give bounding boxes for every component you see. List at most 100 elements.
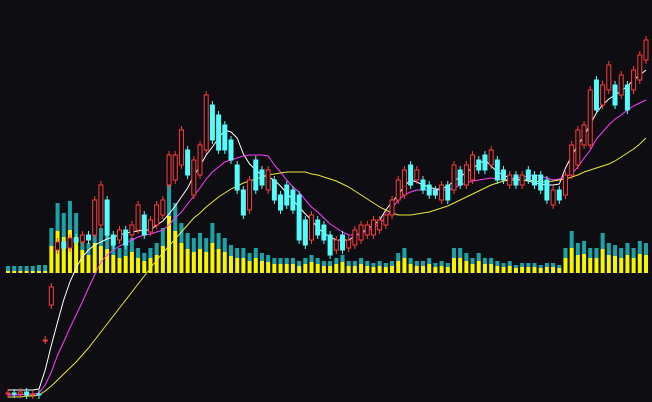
candle-body [123, 229, 129, 246]
volume-bar [6, 266, 10, 271]
candle-body [17, 391, 23, 395]
volume-bar [433, 263, 438, 267]
volume-bar [204, 238, 209, 252]
volume-bar [520, 263, 525, 267]
volume-bar [644, 243, 648, 255]
candle-body [197, 144, 203, 176]
candle-body [352, 229, 358, 246]
volume-bar [222, 252, 227, 273]
volume-bar [36, 271, 41, 273]
candle-body [482, 154, 488, 171]
volume-bar [160, 246, 165, 273]
candle-body [247, 179, 253, 211]
volume-bar [117, 248, 122, 258]
volume-bar [309, 255, 314, 262]
candle-body [426, 184, 432, 196]
volume-bar [6, 271, 10, 273]
volume-bar [309, 262, 314, 273]
volume-bar [501, 267, 506, 273]
candle-body [309, 214, 315, 241]
volume-bar [377, 266, 382, 273]
volume-bar [340, 255, 345, 262]
candle-body [432, 189, 438, 196]
candle-body [538, 174, 544, 191]
volume-bar [489, 264, 494, 273]
volume-bar [575, 255, 580, 273]
volume-bar [222, 238, 227, 252]
candle-body [457, 169, 463, 186]
volume-bar [439, 266, 444, 273]
volume-bar [30, 271, 35, 273]
volume-bar [359, 264, 364, 273]
candle-body [240, 189, 246, 216]
volume-bar [383, 267, 388, 273]
volume-bar [520, 267, 525, 273]
candle-body [346, 239, 352, 249]
volume-bar [482, 264, 487, 273]
candle-body [333, 239, 339, 251]
volume-bar [185, 233, 190, 249]
volume-bar [352, 266, 357, 273]
candle-body [86, 234, 92, 241]
volume-bar [439, 261, 444, 266]
candle-body [67, 237, 73, 249]
volume-bar [284, 258, 289, 264]
candle-body [575, 129, 581, 166]
volume-bar [241, 248, 246, 258]
volume-bar [61, 237, 66, 273]
candle-body [600, 84, 606, 106]
candle-body [606, 64, 612, 91]
volume-bar [383, 263, 388, 267]
volume-bar [532, 263, 537, 267]
candle-body [420, 179, 426, 191]
volume-bar [390, 266, 395, 273]
volume-bar [235, 258, 240, 273]
volume-bar [92, 243, 97, 273]
volume-bar [557, 268, 562, 273]
volume-bar [247, 253, 252, 261]
candle-body [358, 224, 364, 241]
candle-body [389, 199, 395, 216]
candle-body [569, 144, 575, 176]
volume-bar [458, 258, 463, 273]
volume-bar [259, 261, 264, 273]
volume-bar [588, 248, 593, 258]
volume-bar [191, 252, 196, 273]
candle-body [562, 174, 568, 196]
volume-bar [129, 252, 134, 273]
candle-body [92, 199, 98, 236]
volume-bar [204, 252, 209, 273]
volume-bar [476, 261, 481, 273]
volume-bar [241, 258, 246, 273]
volume-bar [142, 261, 147, 273]
volume-bar [61, 213, 66, 237]
volume-bar [346, 261, 351, 266]
volume-bar [427, 258, 432, 264]
volume-bar [148, 258, 153, 273]
candle-body [178, 129, 184, 166]
volume-bar [346, 266, 351, 273]
moving-average-line [8, 69, 647, 391]
volume-bar [371, 267, 376, 273]
candle-body [253, 159, 259, 191]
volume-bar [470, 258, 475, 264]
volume-bar [142, 253, 147, 261]
volume-bar [526, 267, 531, 273]
candle-body [24, 391, 30, 396]
volume-bar [421, 261, 426, 266]
candle-body [79, 234, 85, 243]
candle-body [172, 154, 178, 181]
candle-body [216, 114, 222, 151]
volume-bar [111, 255, 116, 273]
volume-bar [619, 248, 624, 258]
volume-bar [266, 262, 271, 273]
volume-bar [216, 233, 221, 249]
volume-bar [18, 266, 23, 271]
candle-body [110, 234, 116, 246]
candle-body [185, 149, 191, 176]
volume-bar [259, 253, 264, 261]
volume-bar [637, 254, 642, 273]
candle-body [5, 392, 11, 395]
candle-body [364, 224, 370, 236]
